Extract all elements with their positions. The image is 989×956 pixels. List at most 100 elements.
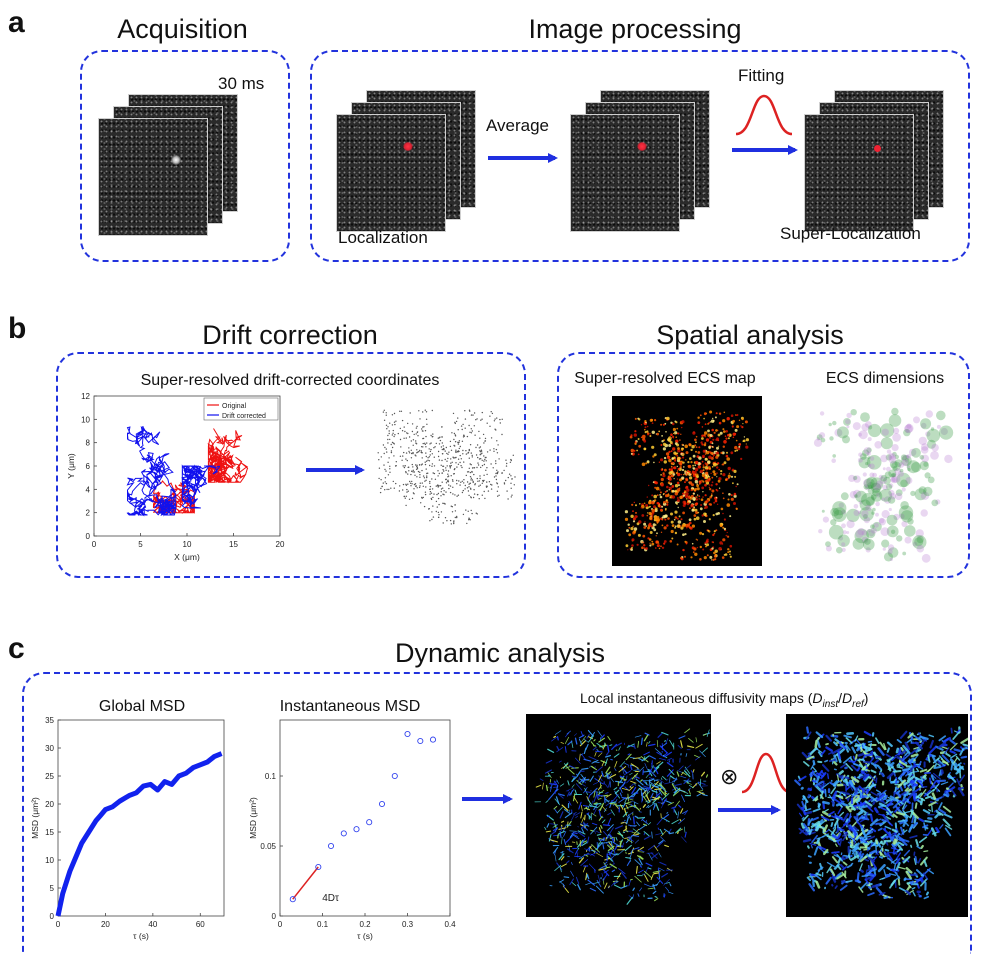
acquisition-box (80, 50, 290, 262)
ecs-map-pixel (665, 499, 668, 502)
diffusivity-segment (633, 787, 641, 797)
coordinate-point (490, 483, 492, 486)
diffusivity-segment (822, 833, 829, 838)
diffusivity-segment (655, 785, 663, 787)
coordinate-point (455, 462, 457, 464)
ecs-map-pixel (677, 499, 680, 502)
ecs-map-pixel (728, 472, 730, 474)
diffusivity-segment (886, 807, 892, 814)
diffusivity-segment (824, 759, 829, 763)
ecs-dimension-blob (838, 502, 844, 508)
diffusivity-segment (910, 880, 914, 884)
diffusivity-segment (658, 757, 667, 761)
ecs-map-pixel (641, 541, 643, 543)
diffusivity-segment (812, 772, 818, 778)
coordinate-point (434, 478, 437, 480)
coordinate-point (461, 491, 464, 494)
diffusivity-segment (810, 820, 821, 828)
x-tick-label: 0.1 (317, 920, 329, 929)
ecs-dimension-blob (883, 476, 891, 485)
diffusivity-segment (852, 825, 859, 832)
diffusivity-segment (619, 786, 623, 793)
ecs-dimension-blob (920, 422, 927, 429)
coordinate-point (392, 429, 394, 432)
diffusivity-segment (660, 777, 663, 781)
ecs-map-pixel (665, 452, 670, 456)
diffusivity-segment (956, 778, 961, 786)
coordinate-point (464, 488, 466, 490)
diffusivity-segment (595, 830, 600, 834)
diffusivity-segment (580, 735, 587, 744)
diffusivity-segment (638, 857, 643, 866)
coordinate-point (423, 477, 426, 479)
ecs-map-pixel (643, 502, 646, 505)
ecs-dimension-blob (920, 491, 930, 500)
diffusivity-segment (848, 779, 854, 787)
coordinate-point (506, 462, 508, 465)
ecs-map-pixel (717, 512, 720, 515)
ecs-map-pixel (637, 438, 640, 440)
ecs-map-pixel (676, 432, 679, 435)
diffusivity-segment (623, 828, 628, 832)
coordinate-point (424, 430, 427, 432)
ecs-dimension-blob (906, 454, 911, 459)
ecs-map-pixel (636, 543, 639, 546)
ecs-map-pixel (686, 501, 689, 503)
coordinate-point (450, 449, 453, 451)
diffusivity-segment (650, 792, 654, 799)
diffusivity-segment (853, 763, 861, 767)
coordinate-point (449, 491, 452, 494)
ecs-map-pixel (676, 452, 679, 455)
diffusivity-segment (874, 765, 878, 769)
ecs-map-pixel (695, 538, 697, 540)
ecs-map-pixel (643, 447, 647, 451)
diffusivity-segment (903, 849, 911, 857)
ecs-map-pixel (705, 471, 709, 475)
coordinate-point (492, 467, 494, 469)
ecs-map-pixel (736, 483, 739, 486)
diffusivity-segment (566, 860, 570, 864)
ecs-map-pixel (727, 466, 731, 471)
coordinate-point (438, 516, 440, 518)
diffusivity-segment (612, 794, 619, 802)
coordinate-point (473, 489, 475, 491)
coordinate-point (468, 518, 470, 520)
plot-frame (279, 719, 451, 917)
ecs-map-pixel (698, 456, 702, 460)
ecs-dimension-blob (863, 484, 869, 490)
ecs-map-pixel (649, 531, 653, 534)
coordinate-point (476, 494, 479, 496)
ecs-map-pixel (655, 535, 657, 537)
coordinate-point (459, 484, 461, 486)
coordinate-point (466, 487, 469, 489)
ecs-map-pixel (712, 455, 714, 457)
diffusivity-segment (586, 836, 590, 844)
coordinate-point (470, 414, 473, 416)
ecs-dimension-blob (916, 544, 925, 553)
ecs-dimension-blob (891, 477, 896, 483)
diffusivity-segment (651, 789, 658, 793)
ecs-map-pixel (661, 440, 664, 443)
coordinate-point (450, 475, 452, 477)
ecs-map-pixel (704, 431, 708, 435)
y-tick-label: 0 (86, 532, 91, 541)
diffusivity-segment (843, 783, 848, 787)
coordinate-point (447, 475, 450, 477)
ecs-dimension-blob (879, 489, 893, 502)
ecs-map-pixel (681, 420, 685, 424)
diffusivity-segment (836, 840, 840, 845)
ecs-map-pixel (705, 438, 710, 442)
coordinate-point (410, 449, 412, 451)
diffusivity-segment (660, 802, 665, 809)
diffusivity-segment (573, 796, 579, 804)
diffusivity-segment (660, 836, 666, 842)
ecs-map-pixel (711, 466, 714, 468)
coordinate-point (483, 460, 485, 462)
ecs-map-pixel (716, 476, 718, 478)
ecs-dimension-blob (832, 454, 836, 458)
diffusivity-segment (812, 766, 818, 772)
coordinate-point (483, 442, 485, 444)
diffusivity-segment (932, 783, 940, 792)
ecs-map-pixel (693, 547, 697, 551)
ecs-map-pixel (625, 544, 629, 548)
